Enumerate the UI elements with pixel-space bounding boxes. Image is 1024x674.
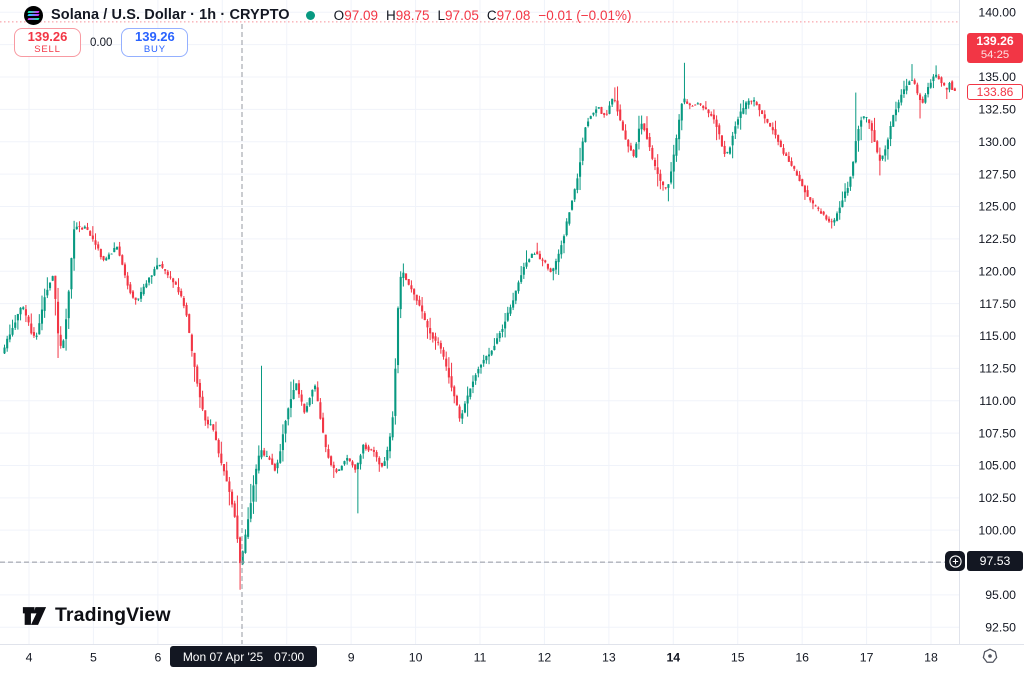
trade-panel: 139.26 SELL 0.00 139.26 BUY <box>14 28 189 57</box>
open-value: 97.09 <box>344 7 378 23</box>
buy-price: 139.26 <box>135 29 175 44</box>
price-axis-label: 125.00 <box>978 200 1016 214</box>
price-axis-label: 107.50 <box>978 426 1016 440</box>
sell-label: SELL <box>34 44 61 55</box>
crosshair-date: Mon 07 Apr '25 <box>182 649 264 664</box>
time-axis-label: 12 <box>538 651 552 665</box>
price-axis-label: 102.50 <box>978 491 1016 505</box>
time-axis-label: 5 <box>90 651 97 665</box>
low-label: L <box>437 7 446 23</box>
price-axis-label: 105.00 <box>978 459 1016 473</box>
sell-price: 139.26 <box>27 29 68 44</box>
time-axis-label: 15 <box>731 651 745 665</box>
time-axis[interactable]: 4 5 6 9 10 11 12 13 14 15 16 17 18 <box>26 651 938 665</box>
spread-value: 0.00 <box>90 36 113 49</box>
price-axis-label: 135.00 <box>978 70 1016 84</box>
time-axis-label: 9 <box>348 651 355 665</box>
crosshair-time-badge: Mon 07 Apr '25 07:00 <box>170 646 317 667</box>
open-label: O <box>333 7 345 23</box>
tradingview-logo-icon <box>22 606 47 625</box>
current-price-badge: 139.26 54:25 <box>967 33 1023 63</box>
low-value: 97.05 <box>445 7 479 23</box>
crosshair-price-badge: 97.53 <box>967 551 1023 571</box>
last-close-badge: 133.86 <box>967 84 1023 100</box>
current-price-value: 139.26 <box>976 34 1014 48</box>
price-axis-label: 115.00 <box>979 329 1016 343</box>
price-axis-label: 110.00 <box>979 394 1016 408</box>
price-axis[interactable]: 140.00137.50135.00132.50130.00127.50125.… <box>978 6 1016 635</box>
time-axis-label: 17 <box>860 651 874 665</box>
change-value: −0.01 (−0.01%) <box>538 7 632 23</box>
time-axis-label: 14 <box>666 651 680 665</box>
axis-settings-gear-icon[interactable] <box>981 647 999 665</box>
buy-label: BUY <box>143 44 166 55</box>
price-axis-label: 120.00 <box>978 264 1016 278</box>
price-axis-label: 117.50 <box>979 297 1016 311</box>
add-alert-plus-button[interactable] <box>945 551 965 571</box>
time-axis-label: 11 <box>474 651 487 665</box>
buy-button[interactable]: 139.26 BUY <box>121 28 189 57</box>
high-label: H <box>385 7 396 23</box>
chart-header: Solana / U.S. Dollar · 1h · CRYPTO O97.0… <box>24 5 631 25</box>
sell-button[interactable]: 139.26 SELL <box>14 28 81 57</box>
watermark-text: TradingView <box>55 604 171 626</box>
solana-logo-icon <box>24 5 43 25</box>
price-axis-label: 132.50 <box>978 103 1016 117</box>
close-value: 97.08 <box>496 7 531 23</box>
time-axis-label: 6 <box>154 651 161 665</box>
crosshair-time: 07:00 <box>274 649 305 664</box>
candles <box>3 62 956 590</box>
ohlc-values: O97.09 H98.75 L97.05 C97.08 −0.01 (−0.01… <box>334 8 632 23</box>
price-axis-label: 130.00 <box>978 135 1016 149</box>
price-axis-label: 95.00 <box>985 588 1016 602</box>
time-axis-label: 10 <box>409 651 423 665</box>
price-axis-label: 122.50 <box>978 232 1016 246</box>
plus-circle-icon <box>948 554 962 568</box>
time-axis-label: 13 <box>602 651 616 665</box>
tradingview-watermark[interactable]: TradingView <box>22 604 171 627</box>
close-label: C <box>486 7 497 23</box>
price-axis-label: 127.50 <box>978 167 1016 181</box>
bar-countdown: 54:25 <box>980 49 1010 61</box>
price-axis-label: 140.00 <box>978 6 1016 20</box>
time-axis-label: 4 <box>26 651 33 665</box>
market-open-dot-icon <box>305 10 315 20</box>
symbol-title[interactable]: Solana / U.S. Dollar · 1h · CRYPTO <box>51 7 290 23</box>
grid-lines <box>0 0 959 644</box>
price-axis-label: 100.00 <box>978 523 1016 537</box>
price-axis-label: 92.50 <box>985 620 1016 634</box>
time-axis-label: 16 <box>795 651 809 665</box>
price-axis-label: 112.50 <box>979 362 1016 376</box>
high-value: 98.75 <box>395 7 430 23</box>
time-axis-label: 18 <box>924 651 938 665</box>
